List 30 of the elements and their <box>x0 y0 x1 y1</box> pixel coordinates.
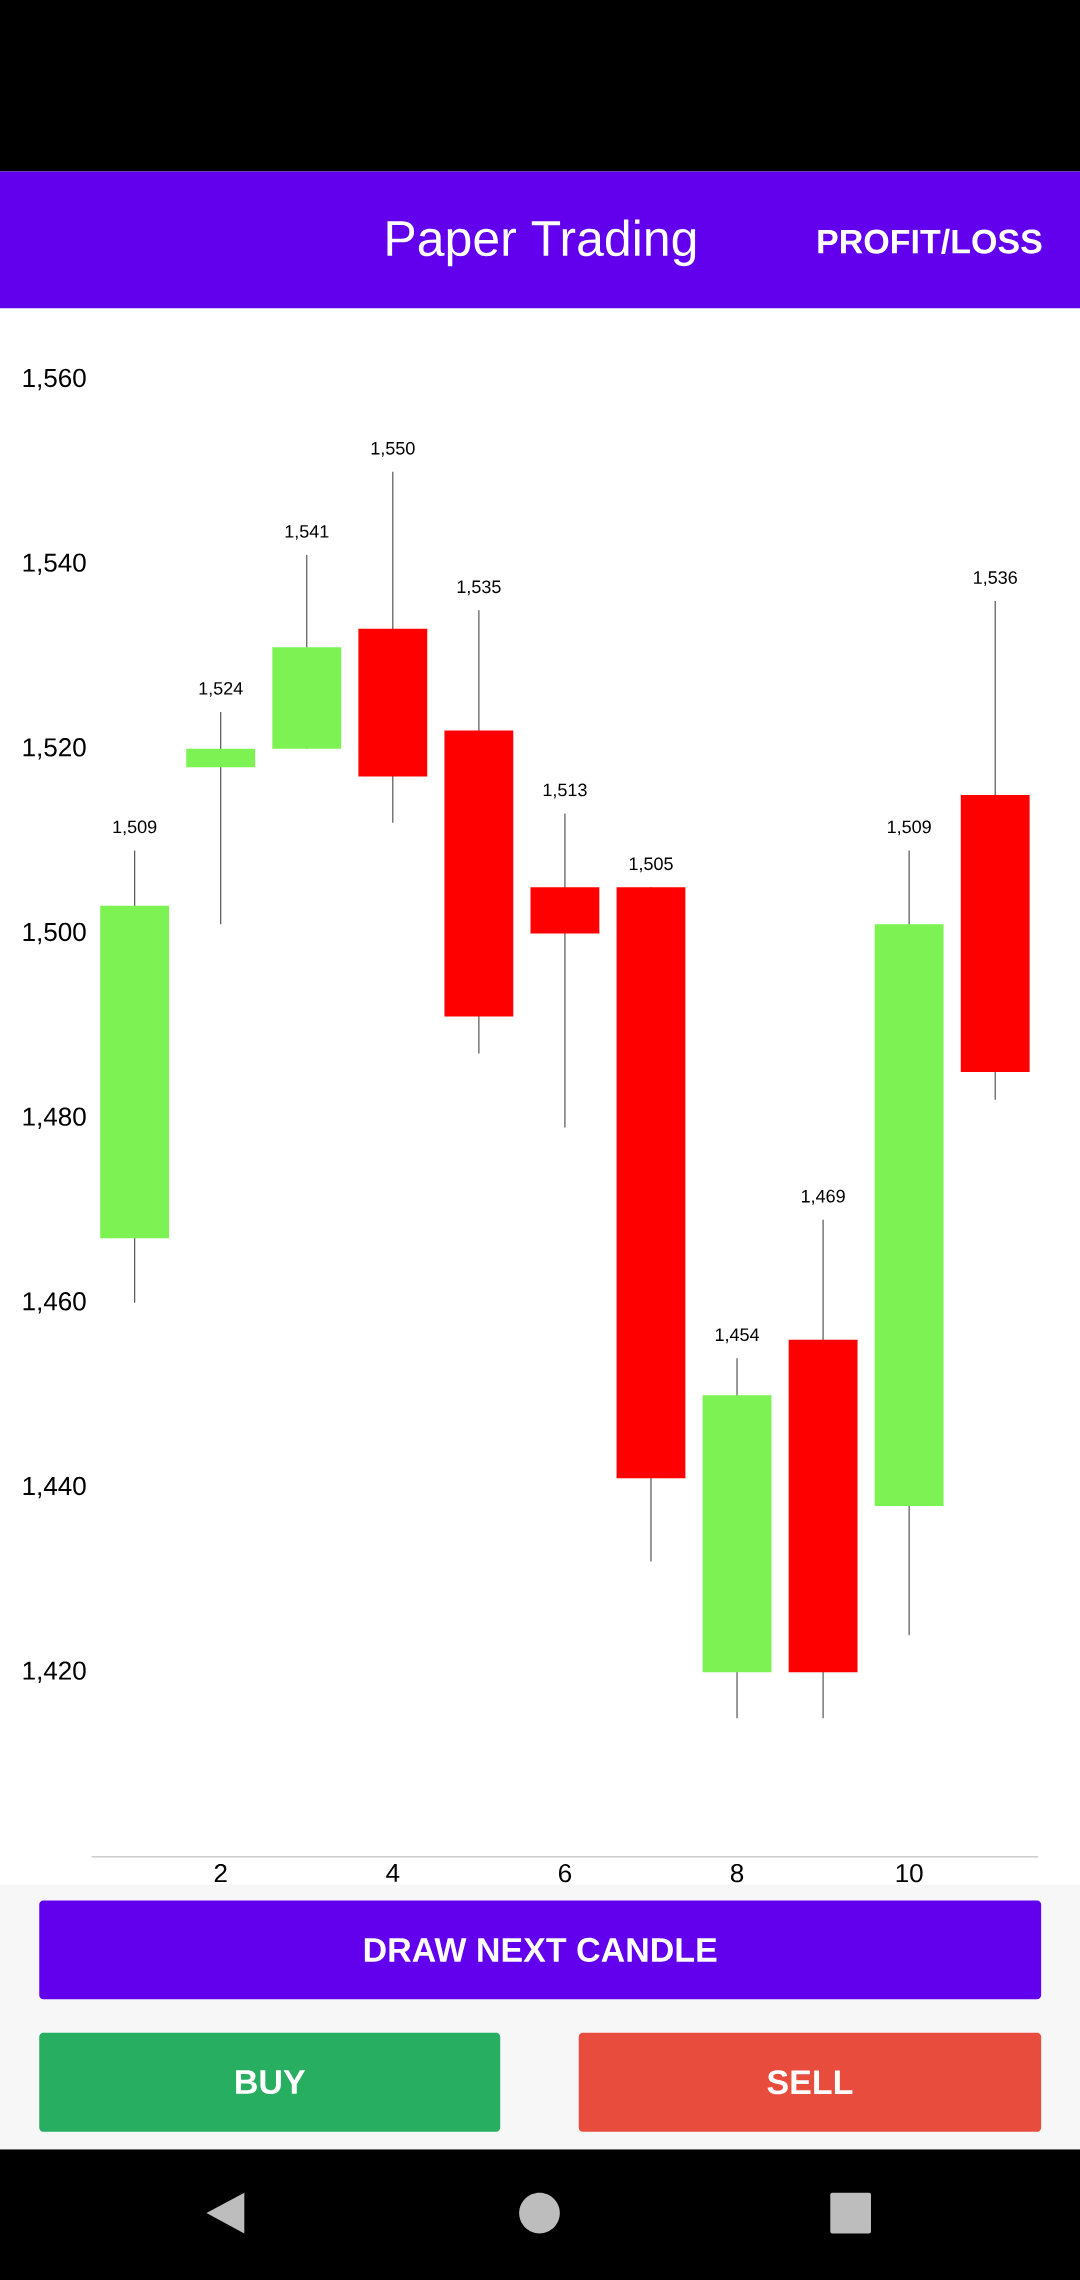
x-tick-label: 2 <box>214 1863 227 1883</box>
annotation: 1,469 <box>801 1189 845 1205</box>
annotation: 1,524 <box>199 681 243 697</box>
candlestick <box>186 711 255 925</box>
text: BUY <box>235 2070 305 2095</box>
text: DRAW NEXT CANDLE <box>364 1937 717 1962</box>
y-tick-label: 1,460 <box>23 1292 86 1314</box>
y-tick-label: 1,440 <box>23 1476 86 1499</box>
annotation: 1,454 <box>715 1328 759 1344</box>
y-tick-label: 1,520 <box>23 738 86 760</box>
annotation: 1,513 <box>543 783 587 799</box>
annotation: 1,535 <box>457 580 501 596</box>
x-tick-label: 10 <box>896 1863 923 1883</box>
annotation: 1,541 <box>285 525 329 540</box>
annotation: 1,550 <box>371 441 415 457</box>
annotation: 1,509 <box>887 820 931 836</box>
x-tick-label: 6 <box>558 1863 571 1883</box>
x-tick-label: 8 <box>730 1863 743 1883</box>
annotation: 1,536 <box>973 571 1017 587</box>
text: SELL <box>767 2070 853 2095</box>
y-tick-label: 1,540 <box>23 553 86 575</box>
y-tick-label: 1,480 <box>23 1107 86 1129</box>
y-tick-label: 1,560 <box>23 368 86 391</box>
chart-title: Paper Trading <box>387 219 696 267</box>
x-tick-label: 4 <box>385 1863 400 1882</box>
annotation: 1,505 <box>629 857 673 873</box>
annotation: 1,509 <box>113 820 157 836</box>
text: PROFIT/LOSS <box>818 228 1042 255</box>
y-tick-label: 1,500 <box>23 922 86 945</box>
y-tick-label: 1,420 <box>23 1661 86 1683</box>
